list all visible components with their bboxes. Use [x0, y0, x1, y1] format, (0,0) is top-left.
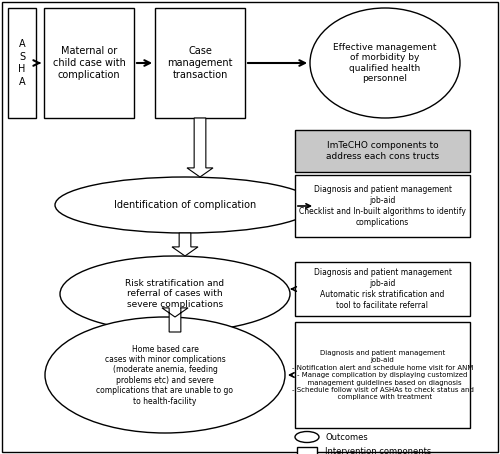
FancyBboxPatch shape — [295, 262, 470, 316]
Ellipse shape — [55, 177, 315, 233]
FancyBboxPatch shape — [8, 8, 36, 118]
Text: Diagnosis and patient management
job-aid
Automatic risk stratification and
tool : Diagnosis and patient management job-aid… — [314, 268, 452, 310]
Polygon shape — [162, 308, 188, 332]
Text: A
S
H
A: A S H A — [18, 39, 26, 87]
Text: Risk stratification and
referral of cases with
severe complications: Risk stratification and referral of case… — [126, 279, 224, 309]
Text: Identification of complication: Identification of complication — [114, 200, 256, 210]
Polygon shape — [172, 233, 198, 256]
FancyBboxPatch shape — [297, 447, 317, 454]
Text: Effective management
of morbidity by
qualified health
personnel: Effective management of morbidity by qua… — [333, 43, 437, 83]
Polygon shape — [187, 118, 213, 177]
Ellipse shape — [295, 431, 319, 443]
Text: Outcomes: Outcomes — [325, 433, 368, 441]
FancyBboxPatch shape — [295, 322, 470, 428]
Ellipse shape — [45, 317, 285, 433]
Ellipse shape — [310, 8, 460, 118]
FancyBboxPatch shape — [155, 8, 245, 118]
FancyBboxPatch shape — [295, 130, 470, 172]
FancyBboxPatch shape — [44, 8, 134, 118]
Text: Diagnosis and patient management
job-aid
Checklist and In-built algorithms to id: Diagnosis and patient management job-aid… — [299, 185, 466, 227]
Text: Maternal or
child case with
complication: Maternal or child case with complication — [52, 45, 126, 80]
Text: Case
management
transaction: Case management transaction — [167, 45, 233, 80]
Text: Intervention components: Intervention components — [325, 448, 431, 454]
FancyBboxPatch shape — [295, 175, 470, 237]
Ellipse shape — [60, 256, 290, 332]
Text: ImTeCHO components to
address each cons tructs: ImTeCHO components to address each cons … — [326, 141, 439, 161]
Text: Diagnosis and patient management
job-aid
- Notification alert and schedule home : Diagnosis and patient management job-aid… — [292, 350, 474, 400]
Text: Home based care
cases with minor complications
(moderate anemia, feeding
problem: Home based care cases with minor complic… — [96, 345, 234, 405]
